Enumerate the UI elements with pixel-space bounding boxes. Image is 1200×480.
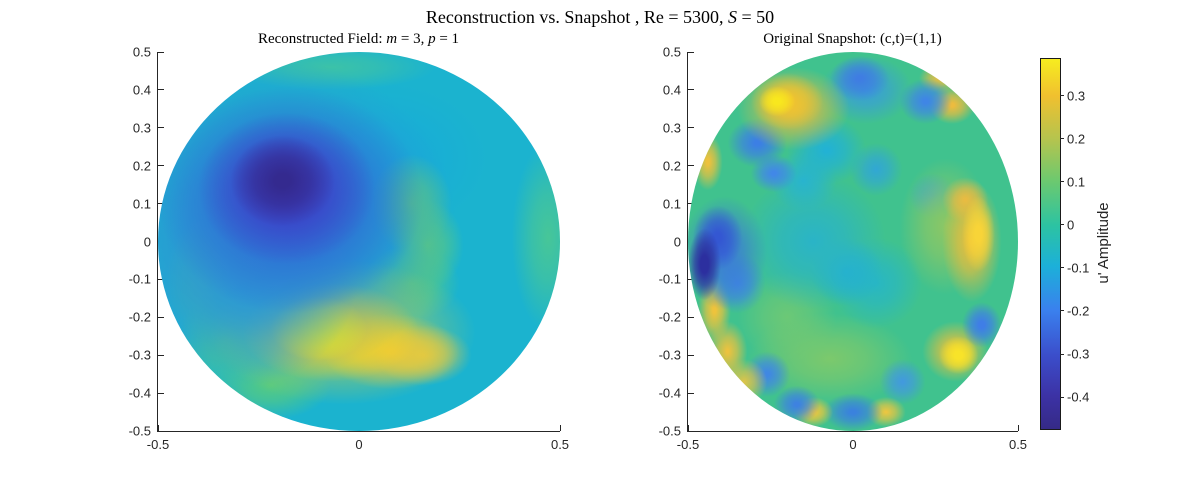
y-tick-mark xyxy=(158,51,164,53)
title-variable: m xyxy=(386,31,398,47)
colorbar-tick-mark xyxy=(1060,181,1064,183)
y-tick-mark xyxy=(158,89,164,91)
colorbar: 0.3 0.2 0.1 0 -0.1 -0.2 -0.3 -0.4 xyxy=(1040,58,1089,430)
y-tick-label: -0.5 xyxy=(128,423,151,439)
colorbar-tick-label: -0.4 xyxy=(1067,389,1090,405)
y-tick-label: 0.5 xyxy=(662,44,681,60)
y-tick-label: 0.1 xyxy=(662,196,681,212)
title-variable: S xyxy=(727,7,737,27)
y-tick-label: 0.3 xyxy=(662,120,681,136)
y-tick-mark xyxy=(158,354,164,356)
x-tick-mark xyxy=(157,425,159,431)
y-tick-mark xyxy=(158,316,164,318)
x-tick-mark xyxy=(559,425,561,431)
y-tick-label: -0.4 xyxy=(128,385,151,401)
x-tick-mark xyxy=(1017,425,1019,431)
y-tick-mark xyxy=(688,354,694,356)
y-tick-label: 0.2 xyxy=(132,158,151,174)
y-tick-label: -0.2 xyxy=(128,309,151,325)
axes-reconstructed: 0.5 0.4 0.3 0.2 0.1 0 -0.1 -0.2 -0.3 -0.4 -0.5 -0.5… xyxy=(129,45,569,453)
y-tick-mark xyxy=(158,278,164,280)
y-tick-label: -0.1 xyxy=(128,271,151,287)
y-tick-label: 0.4 xyxy=(662,82,681,98)
title-text: = 1 xyxy=(435,31,460,47)
title-text: Reconstructed Field: xyxy=(257,31,387,47)
y-tick-mark xyxy=(688,127,694,129)
colorbar-tick-label: 0.3 xyxy=(1067,88,1086,104)
x-tick-label: -0.5 xyxy=(146,437,170,452)
y-tick-label: 0.3 xyxy=(132,120,151,136)
title-text: = 50 xyxy=(736,7,775,27)
title-text: = 3, xyxy=(397,31,429,47)
title-text: Original Snapshot: (c,t)=(1,1) xyxy=(763,31,942,47)
subplot-title-reconstructed: Reconstructed Field: m = 3, p = 1 xyxy=(157,31,560,48)
y-tick-label: 0.5 xyxy=(132,44,151,60)
y-tick-label: 0 xyxy=(673,234,681,249)
title-variable: p xyxy=(428,31,436,47)
x-tick-mark xyxy=(687,425,689,431)
y-tick-label: -0.3 xyxy=(128,347,151,363)
colorbar-tick-mark xyxy=(1060,95,1064,97)
field-disk-reconstructed xyxy=(158,52,560,431)
y-tick-label: -0.4 xyxy=(658,385,681,401)
colorbar-tick-mark xyxy=(1060,310,1064,312)
y-tick-mark xyxy=(688,392,694,394)
y-tick-mark xyxy=(688,316,694,318)
x-tick-label: 0.5 xyxy=(550,437,570,452)
y-tick-label: 0.4 xyxy=(132,82,151,98)
y-tick-mark xyxy=(688,89,694,91)
y-tick-label: 0.1 xyxy=(132,196,151,212)
colorbar-tick-mark xyxy=(1060,224,1064,226)
y-tick-mark xyxy=(158,430,164,432)
colorbar-tick-mark xyxy=(1060,396,1064,398)
colorbar-tick-label: 0 xyxy=(1067,217,1075,233)
title-text: Reconstruction vs. Snapshot , Re = 5300, xyxy=(425,7,728,27)
subplot-title-snapshot: Original Snapshot: (c,t)=(1,1) xyxy=(687,31,1018,48)
colorbar-tick-label: 0.2 xyxy=(1067,131,1086,147)
colorbar-tick-mark xyxy=(1060,138,1064,140)
y-tick-label: 0.2 xyxy=(662,158,681,174)
colorbar-label: u' Amplitude xyxy=(1095,202,1112,284)
y-tick-label: -0.2 xyxy=(658,309,681,325)
colorbar-tick-mark xyxy=(1060,353,1064,355)
colorbar-tick-label: -0.3 xyxy=(1067,346,1090,362)
colorbar-tick-label: -0.1 xyxy=(1067,260,1090,276)
y-tick-mark xyxy=(688,51,694,53)
y-tick-mark xyxy=(158,392,164,394)
y-tick-mark xyxy=(158,165,164,167)
field-disk-snapshot xyxy=(688,52,1018,431)
x-tick-label: -0.5 xyxy=(676,437,700,452)
figure-title: Reconstruction vs. Snapshot , Re = 5300,… xyxy=(0,7,1200,28)
y-tick-label: 0 xyxy=(143,234,151,249)
y-tick-mark xyxy=(688,430,694,432)
y-tick-label: -0.1 xyxy=(658,271,681,287)
y-tick-mark xyxy=(158,127,164,129)
x-tick-label: 0 xyxy=(849,437,857,452)
y-tick-label: -0.5 xyxy=(658,423,681,439)
x-tick-label: 0 xyxy=(355,437,363,452)
colorbar-tick-label: -0.2 xyxy=(1067,303,1090,319)
colorbar-tick-mark xyxy=(1060,267,1064,269)
y-tick-mark xyxy=(688,165,694,167)
colorbar-tick-label: 0.1 xyxy=(1067,174,1086,190)
axes-snapshot: 0.5 0.4 0.3 0.2 0.1 0 -0.1 -0.2 -0.3 -0.4 -0.5 -0.5… xyxy=(659,45,1027,453)
y-tick-label: -0.3 xyxy=(658,347,681,363)
x-tick-label: 0.5 xyxy=(1008,437,1028,452)
